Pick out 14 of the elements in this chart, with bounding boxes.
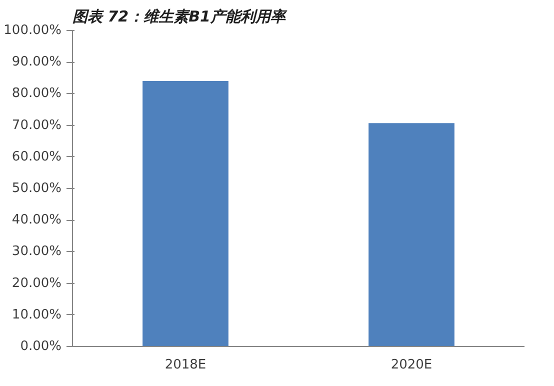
y-tick-label: 100.00% <box>4 23 62 38</box>
x-tick-label: 2020E <box>390 358 432 372</box>
y-tick-label: 70.00% <box>12 118 62 133</box>
chart-title: 图表 72：维生素B1产能利用率 <box>72 8 288 26</box>
y-tick-label: 90.00% <box>12 54 62 70</box>
y-tick-label: 50.00% <box>12 181 62 196</box>
y-tick-label: 80.00% <box>12 86 62 102</box>
y-tick-label: 0.00% <box>20 339 62 354</box>
y-tick-label: 20.00% <box>12 276 62 291</box>
y-tick-label: 10.00% <box>12 307 62 322</box>
y-tick-label: 40.00% <box>12 212 62 228</box>
x-tick-label: 2018E <box>164 358 206 372</box>
y-tick-label: 60.00% <box>12 149 62 164</box>
y-tick-label: 30.00% <box>12 244 62 260</box>
